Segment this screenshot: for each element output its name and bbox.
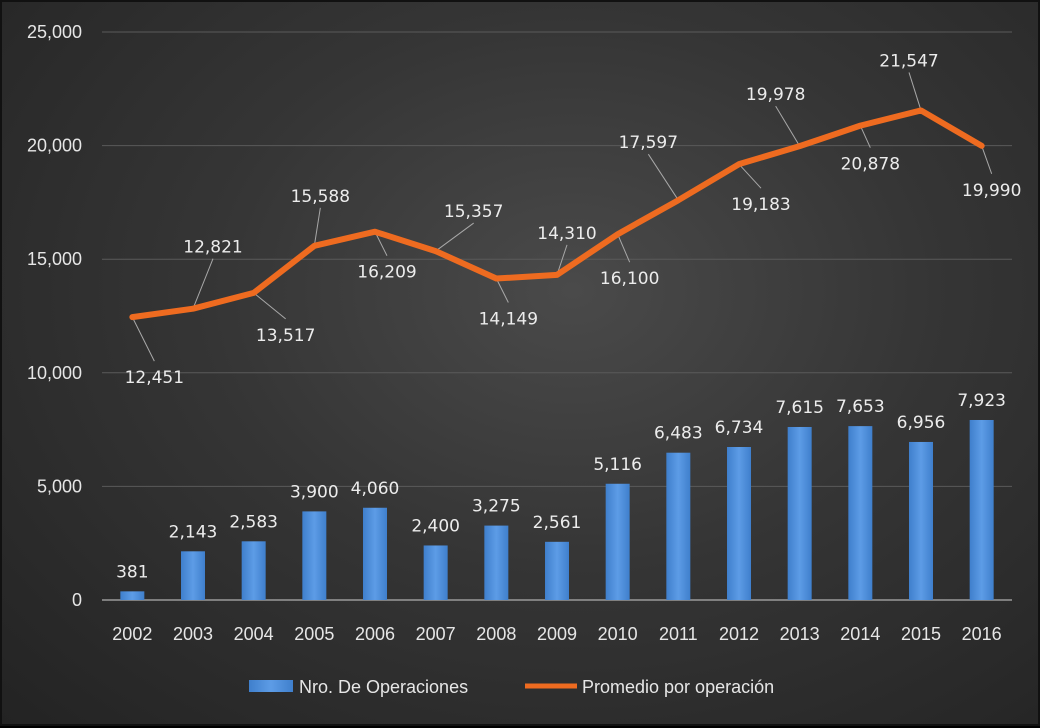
bar-data-label: 6,956	[897, 413, 946, 433]
x-tick-label: 2008	[476, 624, 516, 644]
bar-data-label: 7,615	[775, 398, 824, 418]
bar-data-label: 381	[116, 562, 148, 582]
bar-data-label: 3,900	[290, 482, 339, 502]
leader-line	[775, 105, 801, 147]
leader-line	[981, 145, 993, 174]
y-tick-label: 20,000	[27, 136, 82, 156]
line-data-label: 20,878	[841, 155, 900, 175]
bar-data-label: 4,060	[351, 479, 400, 499]
bar	[181, 551, 205, 600]
y-tick-label: 5,000	[37, 476, 82, 496]
leader-line	[313, 207, 321, 246]
bar-data-label: 5,116	[593, 455, 642, 475]
line-data-label: 15,588	[291, 187, 350, 207]
leader-line	[556, 244, 568, 276]
leader-line	[374, 231, 388, 256]
line-data-label: 16,100	[600, 269, 659, 289]
bar-data-label: 7,653	[836, 397, 885, 417]
bar-data-label: 3,275	[472, 497, 521, 517]
bar-data-label: 2,561	[533, 513, 582, 533]
bar	[241, 541, 266, 600]
leader-line	[253, 292, 286, 320]
leader-line	[435, 222, 474, 252]
leader-line	[908, 72, 922, 111]
y-tick-label: 15,000	[27, 249, 82, 269]
x-tick-label: 2006	[355, 624, 395, 644]
y-tick-label: 0	[72, 590, 82, 610]
leader-line	[859, 125, 871, 148]
bar	[666, 452, 691, 600]
line-data-label: 19,183	[731, 195, 790, 215]
bar	[969, 419, 994, 600]
leader-line	[495, 278, 509, 303]
x-tick-label: 2014	[840, 624, 880, 644]
legend-swatch-bars	[249, 680, 293, 692]
series-line	[129, 107, 985, 321]
line-data-label: 15,357	[444, 202, 503, 222]
x-tick-label: 2003	[173, 624, 213, 644]
x-tick-label: 2012	[719, 624, 759, 644]
bar	[484, 525, 509, 600]
line-data-label: 16,209	[357, 263, 416, 283]
bar-data-label: 6,734	[715, 418, 764, 438]
x-tick-label: 2005	[294, 624, 334, 644]
bar-data-label: 7,923	[957, 391, 1006, 411]
x-tick-label: 2010	[598, 624, 638, 644]
bar	[727, 447, 751, 600]
bar	[120, 591, 145, 600]
y-tick-label: 25,000	[27, 22, 82, 42]
bar-data-label: 2,583	[229, 512, 278, 532]
bar	[787, 426, 812, 600]
x-tick-label: 2013	[780, 624, 820, 644]
y-axis: 0 5,000 10,000 15,000 20,000 25,000	[27, 22, 82, 610]
bar-series: 381 2,143 2,583 3,900 4,060 2,400 3,275 2,561 5,…	[116, 391, 1006, 600]
line-data-label: 14,149	[479, 310, 538, 330]
line-data-label: 14,310	[537, 224, 596, 244]
leader-line	[647, 153, 679, 201]
bar	[545, 541, 569, 600]
x-tick-label: 2007	[416, 624, 456, 644]
legend: Nro. De Operaciones Promedio por operaci…	[249, 677, 774, 697]
x-tick-label: 2009	[537, 624, 577, 644]
leader-line	[738, 163, 762, 189]
line-data-label: 19,990	[962, 181, 1021, 201]
bar	[909, 441, 933, 600]
x-tick-label: 2004	[234, 624, 274, 644]
x-tick-label: 2002	[112, 624, 152, 644]
line-data-label: 13,517	[256, 326, 315, 346]
x-axis: 2002 2003 2004 2005 2006 2007 2008 2009 2010 2011…	[112, 624, 1001, 644]
bar	[302, 511, 327, 600]
line-data-label: 21,547	[879, 51, 938, 71]
line-data-label: 17,597	[619, 133, 678, 153]
line-data-label: 19,978	[746, 85, 805, 105]
legend-label-bars: Nro. De Operaciones	[299, 677, 468, 697]
y-tick-label: 10,000	[27, 363, 82, 383]
bar	[848, 426, 873, 600]
x-tick-label: 2015	[901, 624, 941, 644]
line-data-label: 12,451	[125, 368, 184, 388]
bar	[423, 545, 448, 600]
leader-line	[617, 234, 631, 263]
leader-line	[131, 316, 155, 362]
bar-data-label: 2,400	[411, 516, 460, 536]
line-data-label: 12,821	[183, 238, 242, 258]
x-tick-label: 2011	[659, 624, 698, 644]
x-tick-label: 2016	[962, 624, 1002, 644]
bar-data-label: 2,143	[169, 522, 218, 542]
bar-data-label: 6,483	[654, 424, 703, 444]
bar	[605, 483, 630, 600]
line-series: 12,451 12,821 13,517 15,588 16,209 15,357 14,1…	[125, 51, 1022, 388]
leader-line	[192, 258, 214, 309]
legend-label-line: Promedio por operación	[582, 677, 774, 697]
bar	[363, 507, 387, 600]
